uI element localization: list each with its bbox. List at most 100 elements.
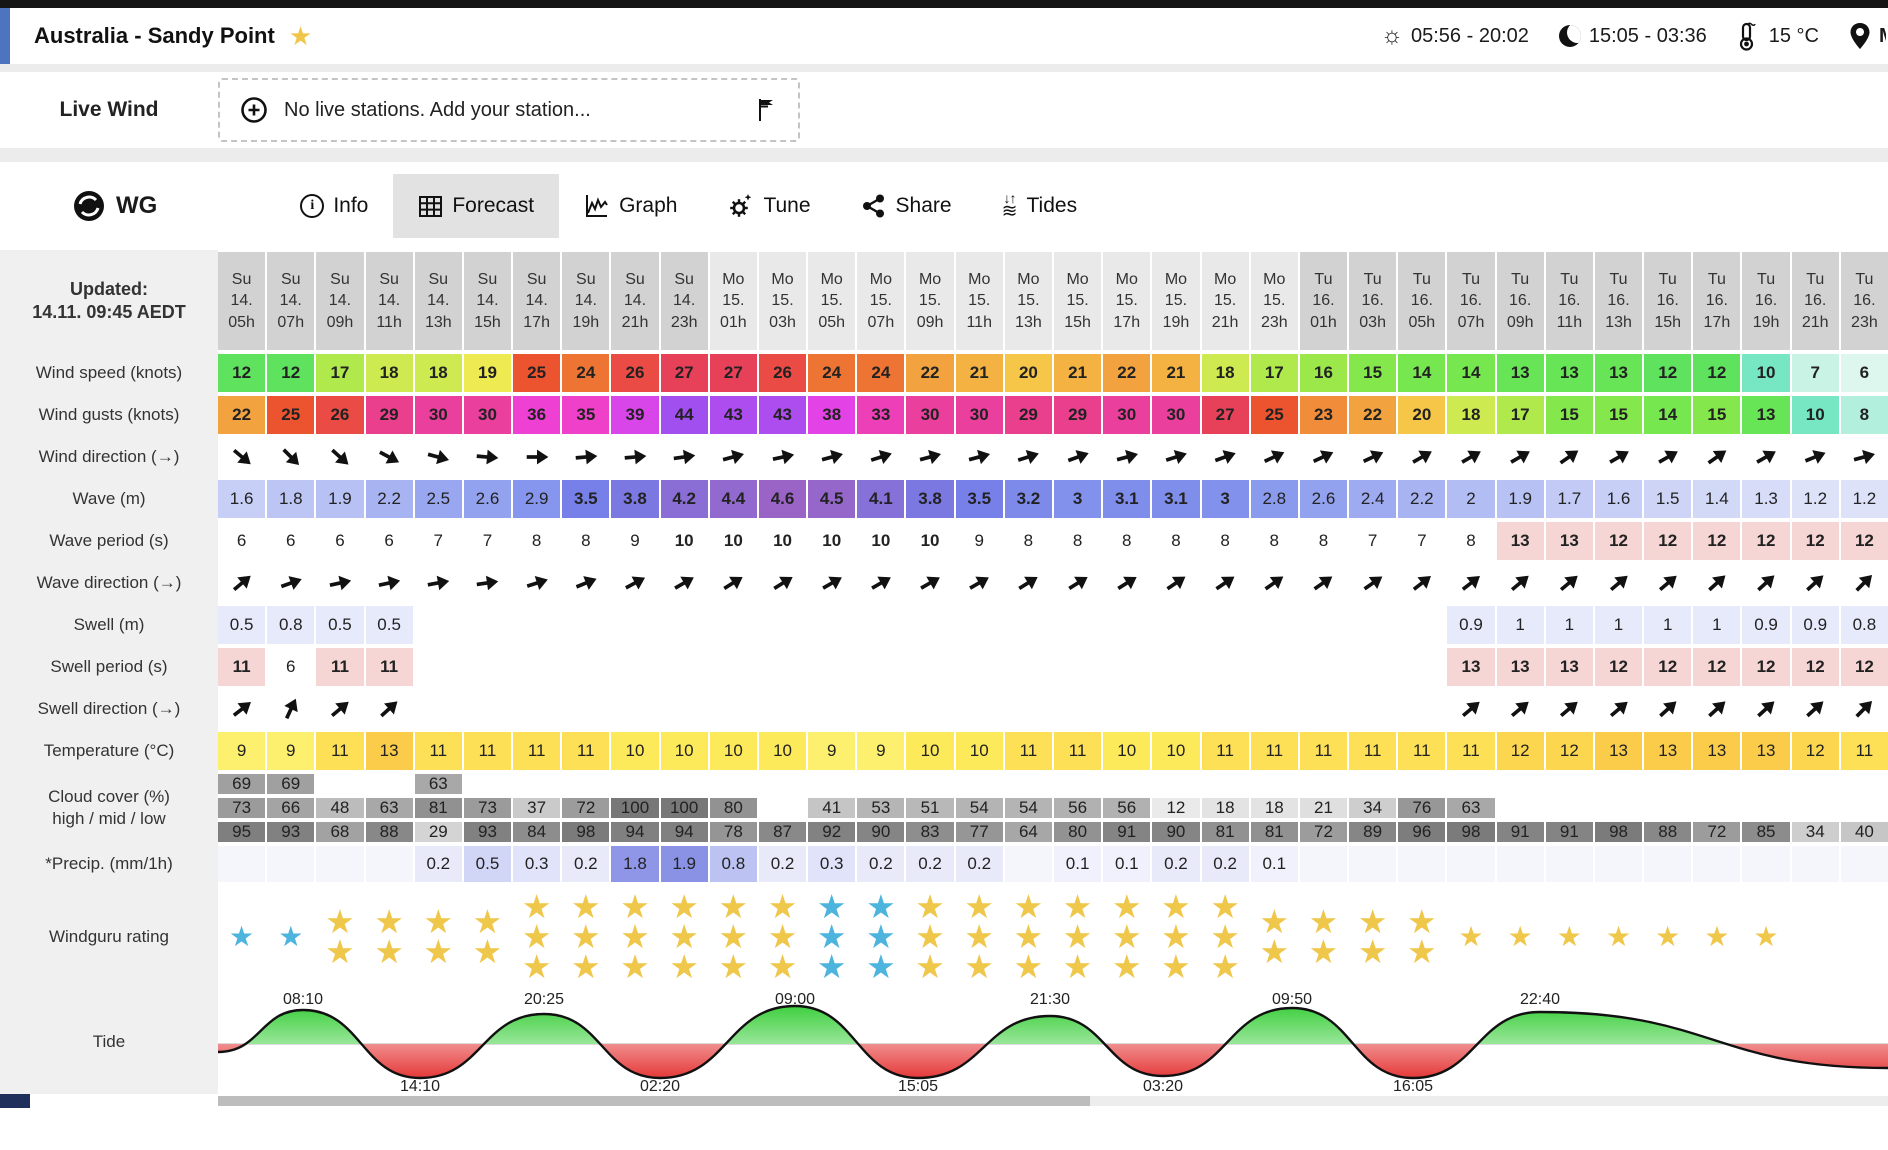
forecast-cell: 36	[513, 396, 561, 434]
forecast-cell: 1.3	[1742, 480, 1790, 518]
direction-arrow-icon	[1806, 701, 1824, 718]
favorite-star-icon[interactable]: ★	[288, 21, 313, 51]
svg-text:22:40: 22:40	[1520, 991, 1560, 1008]
forecast-cell	[1349, 438, 1396, 476]
forecast-cell: 9	[218, 732, 266, 770]
forecast-cell	[1497, 690, 1544, 728]
forecast-cell	[513, 690, 560, 728]
rating-stars: ★	[1458, 921, 1484, 953]
forecast-cell	[1742, 798, 1789, 818]
forecast-cell: 38	[808, 396, 856, 434]
forecast-cell: 13	[1496, 354, 1544, 392]
forecast-cell: 10	[906, 732, 954, 770]
thermometer-icon	[1739, 22, 1756, 51]
row-label: *Precip. (mm/1h)	[0, 844, 218, 884]
forecast-cell	[1792, 886, 1839, 988]
direction-arrow-icon	[1609, 575, 1628, 592]
date-header-cell: Mo 15. 07h	[857, 252, 905, 350]
forecast-cell	[857, 690, 904, 728]
forecast-cell	[956, 438, 1003, 476]
forecast-cell: 1.9	[316, 480, 364, 518]
forecast-cell	[1103, 648, 1150, 686]
forecast-cell: 0.5	[316, 606, 364, 644]
forecast-cell: 2.6	[1299, 480, 1348, 518]
location[interactable]: M	[1849, 22, 1886, 50]
forecast-cell	[1792, 798, 1839, 818]
direction-arrow-icon	[919, 449, 942, 465]
rating-stars: ★	[1605, 921, 1632, 953]
tab-forecast[interactable]: Forecast	[393, 174, 560, 238]
forecast-cell: 56	[1054, 798, 1102, 818]
forecast-cell	[1005, 648, 1052, 686]
cells-row: 0.5 0.8 0.5 0.5 0.9 1 1 1 1 1 0.9 0.9 0.8	[218, 604, 1888, 646]
tide-label: Tide	[0, 990, 218, 1094]
forecast-cell	[857, 606, 904, 644]
direction-arrow-icon	[1756, 450, 1776, 464]
forecast-cell: 91	[1545, 822, 1593, 842]
forecast-cell	[316, 846, 364, 882]
forecast-cell	[759, 606, 806, 644]
forecast-cell: 83	[906, 822, 954, 842]
tab-graph[interactable]: Graph	[559, 174, 702, 238]
forecast-cell	[1349, 774, 1396, 794]
forecast-cell: 30	[955, 396, 1003, 434]
direction-arrow-icon	[772, 576, 793, 591]
forecast-cell: 20	[1004, 354, 1052, 392]
forecast-cell: 8	[1269, 531, 1280, 550]
tab-info[interactable]: i Info	[275, 174, 393, 238]
forecast-cell	[513, 774, 560, 794]
forecast-cell: 72	[1693, 822, 1741, 842]
scrollbar-thumb[interactable]	[218, 1096, 1090, 1106]
wg-logo[interactable]: WG	[72, 189, 157, 223]
forecast-cell: 4.2	[660, 480, 708, 518]
forecast-cell: 10	[1103, 732, 1151, 770]
forecast-cell: 8	[1171, 531, 1181, 550]
forecast-cell: 13	[1693, 732, 1741, 770]
forecast-cell: ★ ★ ★	[1202, 886, 1249, 988]
forecast-cell	[1349, 606, 1396, 644]
row-label: Swell period (s)	[0, 646, 218, 688]
forecast-cell: 10	[1742, 354, 1790, 392]
forecast-cell	[1300, 690, 1347, 728]
forecast-cell	[611, 774, 658, 794]
forecast-cell: 0.3	[808, 846, 856, 882]
live-wind-section: Live Wind No live stations. Add your sta…	[0, 72, 1888, 148]
date-header-cell: Mo 15. 15h	[1054, 252, 1102, 350]
forecast-cell	[906, 774, 953, 794]
forecast-cell: 87	[758, 822, 807, 842]
tab-tides[interactable]: ↓↑ ≋ Tides	[977, 174, 1103, 238]
h-scrollbar[interactable]	[218, 1096, 1888, 1106]
forecast-cell: 54	[955, 798, 1003, 818]
forecast-cell	[1300, 564, 1347, 602]
date-header-cell: Tu 16. 11h	[1545, 252, 1593, 350]
forecast-cell	[1103, 606, 1150, 644]
tab-tune[interactable]: Tune	[702, 174, 835, 238]
table-row: Wind direction (→)	[0, 436, 1888, 478]
direction-arrow-icon	[1757, 575, 1775, 592]
forecast-cell	[1005, 774, 1052, 794]
sun-icon: ☼	[1381, 22, 1403, 49]
direction-arrow-icon	[1806, 575, 1824, 592]
direction-arrow-icon	[282, 448, 299, 466]
direction-arrow-icon	[1166, 576, 1186, 591]
forecast-cell	[218, 564, 265, 602]
forecast-cell: 6	[286, 657, 296, 676]
forecast-cell	[1152, 648, 1199, 686]
forecast-cell: 7	[1791, 354, 1839, 392]
add-station-box[interactable]: No live stations. Add your station...	[218, 78, 800, 142]
forecast-cell: 76	[1398, 798, 1446, 818]
forecast-cell	[661, 774, 708, 794]
forecast-cell: ★	[267, 886, 314, 988]
forecast-cell: 81	[1201, 822, 1249, 842]
forecast-cell: 17	[1496, 396, 1544, 434]
moon-icon	[1558, 25, 1581, 47]
forecast-cell: 72	[562, 798, 610, 818]
forecast-cell: 12	[1791, 732, 1839, 770]
tab-share[interactable]: Share	[836, 174, 977, 238]
table-row: Swell (m) 0.5 0.8 0.5 0.5 0.9 1 1 1 1 1 0.9 0.9 0.8	[0, 604, 1888, 646]
table-row: Wind speed (knots) 12 12 17 18 18 19 25 24 26 27 27…	[0, 352, 1888, 394]
forecast-cell: 10	[674, 531, 694, 550]
forecast-cell: 15	[1594, 396, 1643, 434]
forecast-cell: 3.2	[1004, 480, 1052, 518]
forecast-cell: 0.1	[1054, 846, 1102, 882]
